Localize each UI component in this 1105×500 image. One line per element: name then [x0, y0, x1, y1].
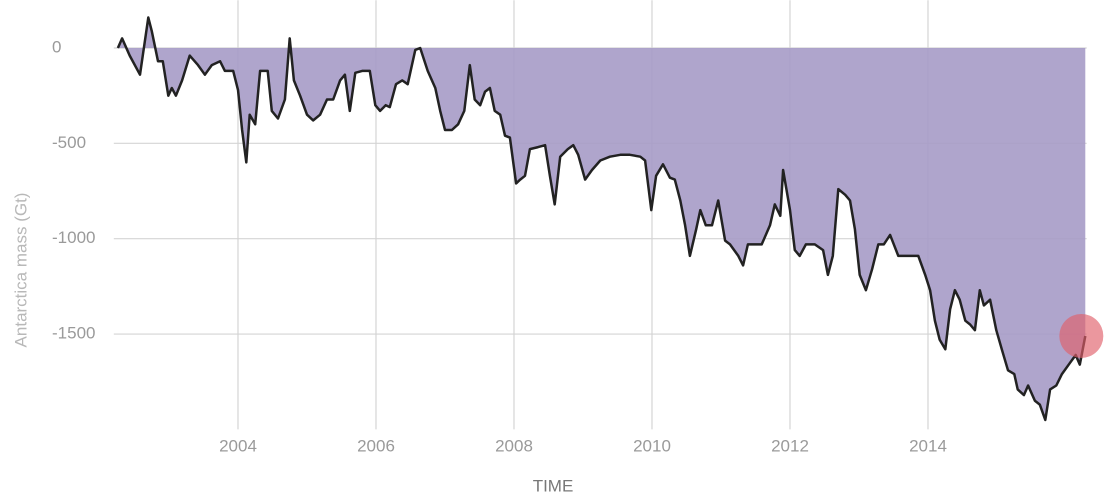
- y-tick-label: 0: [52, 37, 61, 56]
- x-tick-label: 2008: [495, 436, 533, 455]
- y-tick-label: -500: [52, 133, 86, 152]
- x-tick-label: 2010: [633, 436, 671, 455]
- x-tick-label: 2014: [909, 436, 947, 455]
- line: [116, 16, 1087, 422]
- plot: [116, 16, 1104, 422]
- y-axis-label: Antarctica mass (Gt): [11, 193, 30, 348]
- labels: 0 -500 -1000 -1500 2004 2006 2008 2010 2012 2014: [52, 37, 947, 455]
- x-tick-label: 2004: [219, 436, 257, 455]
- x-axis-label: TIME: [533, 476, 574, 495]
- latest-point: [1059, 313, 1104, 358]
- y-tick-label: -1000: [52, 228, 95, 247]
- y-tick-label: -1500: [52, 324, 95, 343]
- x-tick-label: 2006: [357, 436, 395, 455]
- area: [117, 17, 1086, 420]
- x-tick-label: 2012: [771, 436, 809, 455]
